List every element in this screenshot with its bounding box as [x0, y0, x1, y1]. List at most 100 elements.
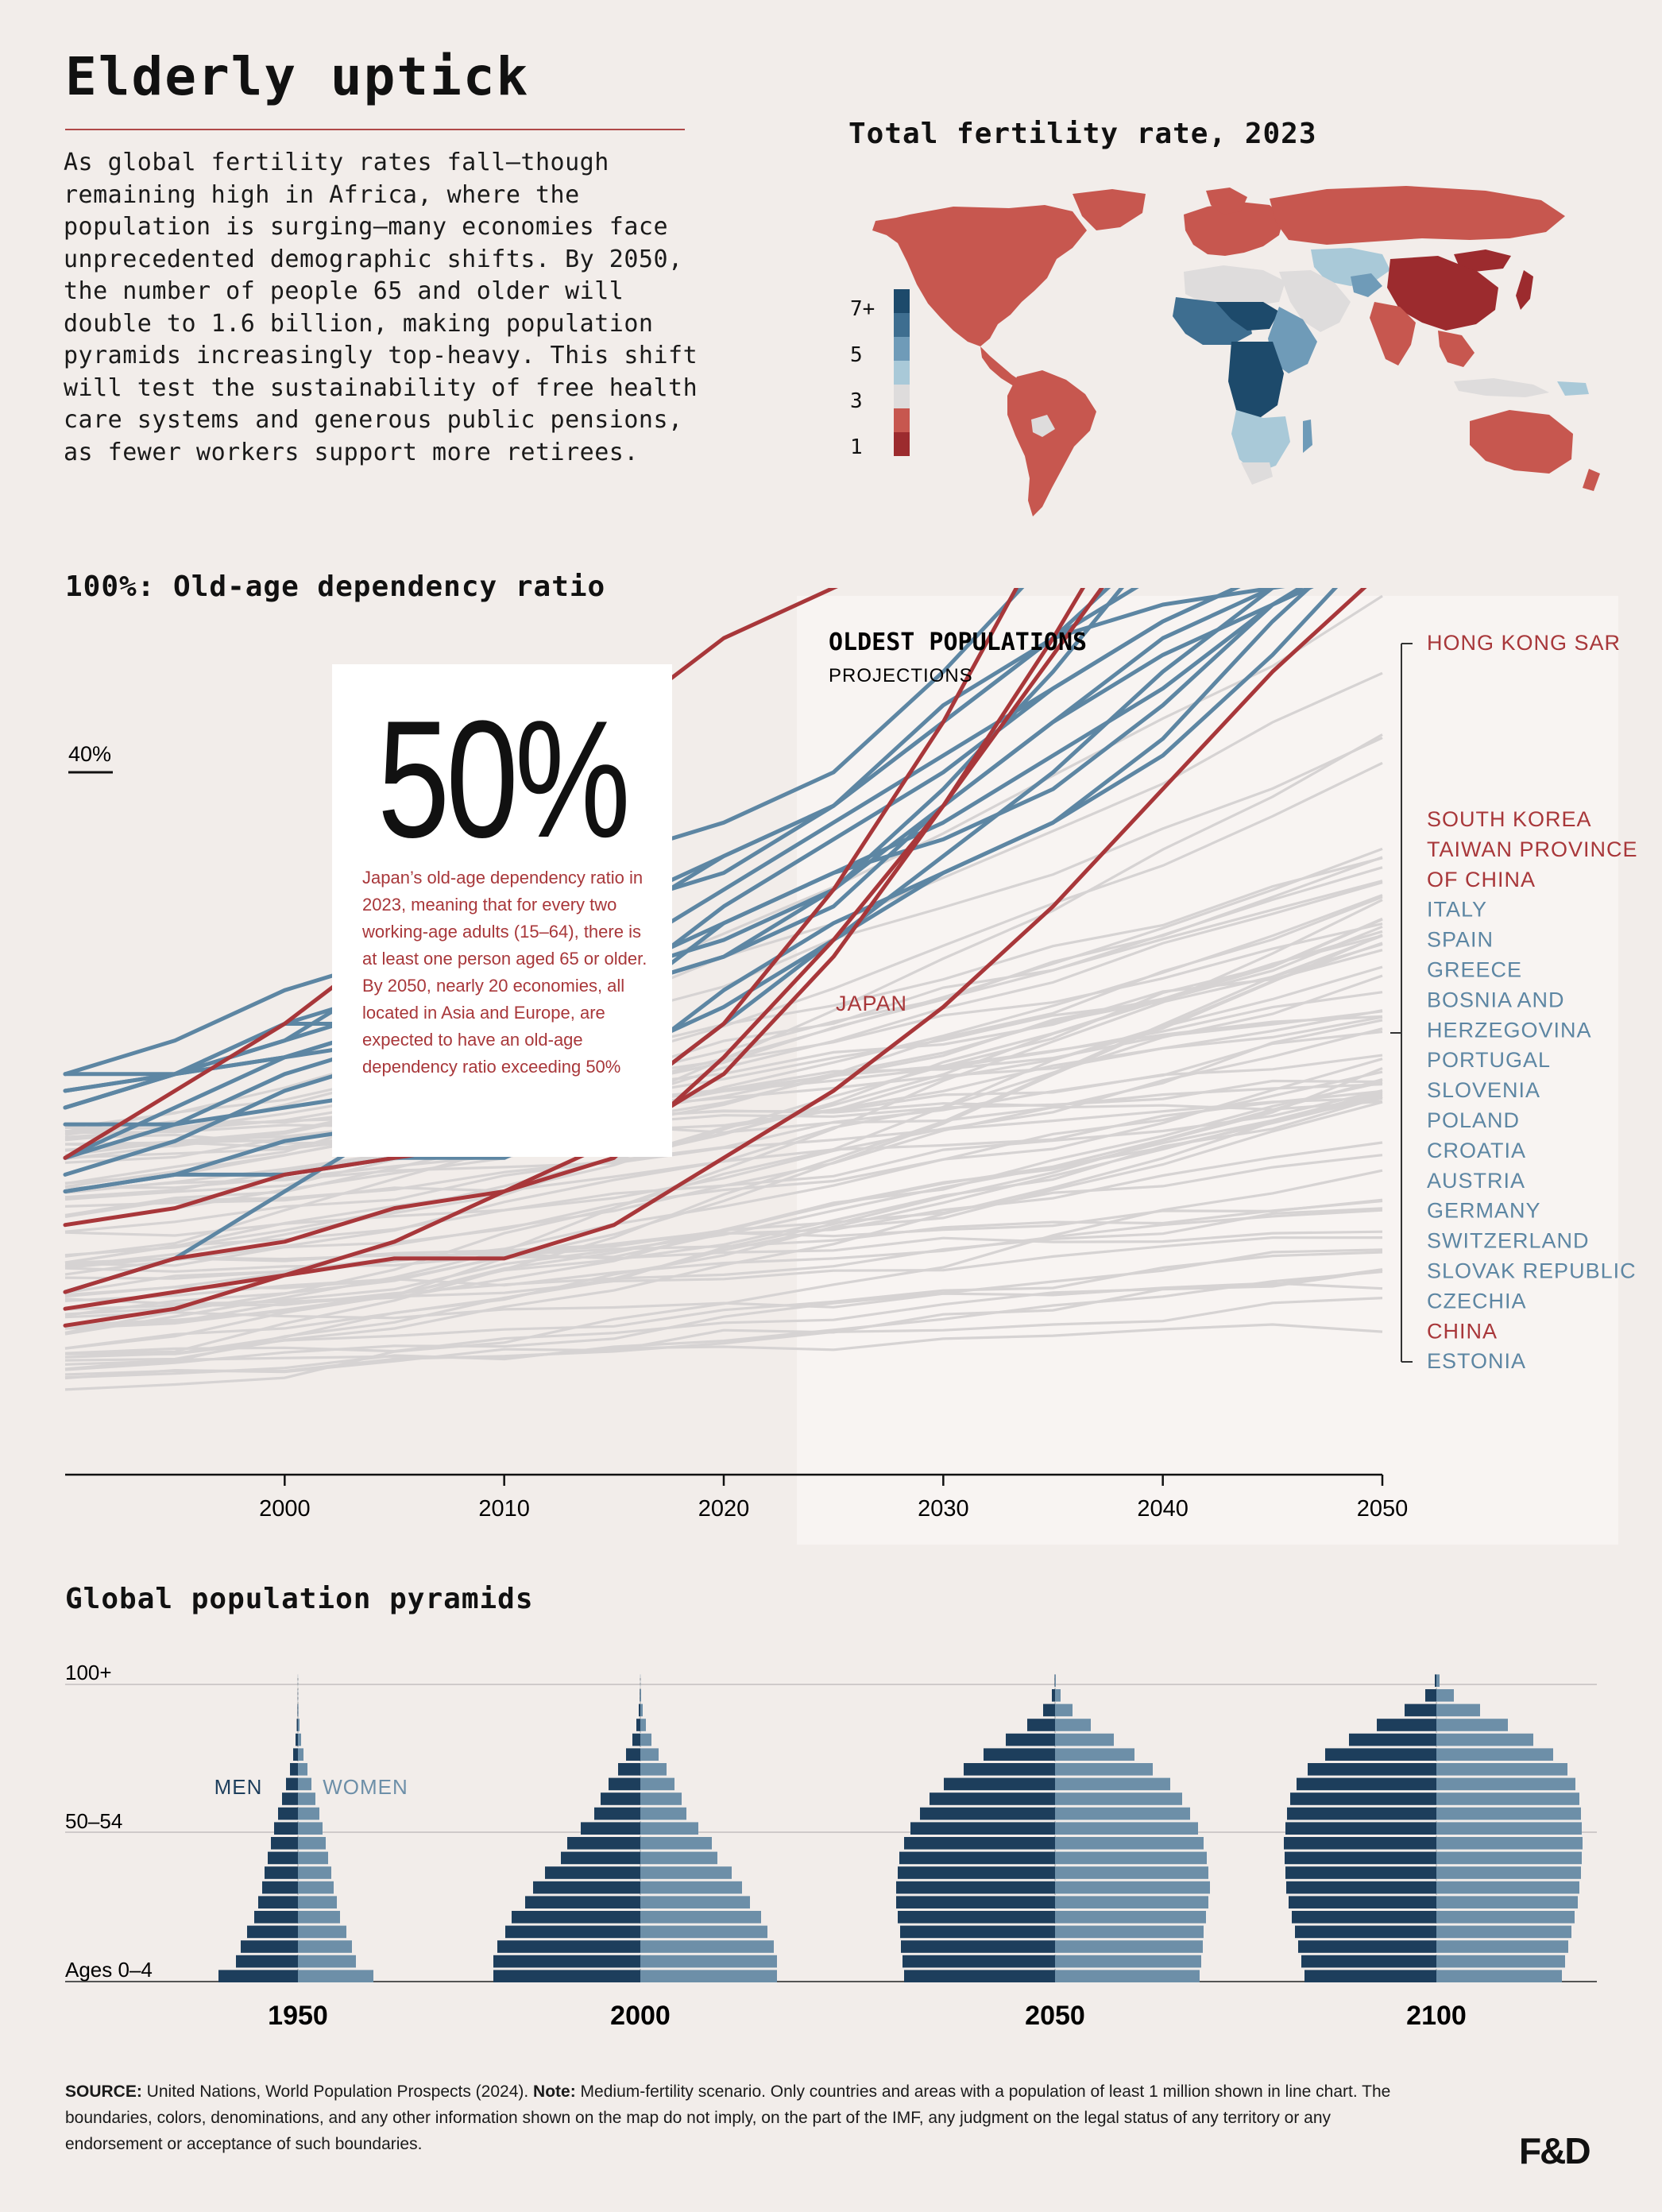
pyramid-bar-women	[1055, 1733, 1114, 1746]
map-papua	[1557, 381, 1589, 396]
pyramid-bar-men	[1295, 1925, 1436, 1939]
japan-callout: 50% Japan’s old-age dependency ratio in …	[332, 664, 672, 1157]
pyramid-bar-men	[904, 1837, 1055, 1850]
pyramid-bar-men	[1027, 1719, 1055, 1731]
pyramid-bar-women	[1055, 1896, 1208, 1908]
pyramid-bar-women	[1436, 1807, 1581, 1820]
pyramid-bar-men	[1043, 1703, 1055, 1717]
series-line-japan	[63, 588, 838, 1160]
pyramid-bar-women	[640, 1940, 774, 1953]
pyramid-age-label: 50–54	[65, 1809, 122, 1833]
series-line-estonia	[63, 588, 1314, 1160]
pyramid-bar-women	[640, 1837, 712, 1850]
map-japan	[1516, 270, 1533, 310]
pyramid-bar-men	[1297, 1777, 1436, 1791]
pyramid-bar-women	[298, 1763, 307, 1776]
pyramid-bar-women	[1055, 1866, 1208, 1879]
pyramid-bar-women	[1055, 1851, 1207, 1865]
pyramid-bar-women	[1436, 1837, 1583, 1850]
pyramid-bar-women	[1436, 1911, 1575, 1924]
map-australia	[1470, 410, 1573, 474]
pyramid-2100: 2100	[1284, 1674, 1583, 2031]
pyramid-bar-women	[298, 1940, 352, 1953]
pyramid-bar-women	[640, 1792, 682, 1805]
pyramid-bar-women	[1436, 1940, 1568, 1953]
pyramid-bar-men	[594, 1807, 640, 1820]
pyramid-bar-women	[298, 1719, 300, 1731]
intro-text: As global fertility rates fall—though re…	[64, 149, 698, 466]
legend-swatch	[894, 408, 910, 432]
pyramid-bar-women	[640, 1777, 674, 1791]
population-pyramids: 100+ 50–54 Ages 0–4 1950 2000 2050 2100 MEN W…	[65, 1661, 1597, 2031]
legend-item: ITALY	[1427, 898, 1487, 922]
map-russia	[1270, 186, 1565, 245]
pyramid-bar-men	[1284, 1837, 1436, 1850]
pyramid-year-label: 1950	[268, 2001, 328, 2031]
source-label: SOURCE:	[65, 2082, 142, 2101]
other-country-line	[64, 1095, 1383, 1330]
pyramid-bar-men	[545, 1866, 640, 1879]
pyramid-bar-men	[561, 1851, 640, 1865]
pyramid-bar-men	[901, 1940, 1055, 1953]
pyramid-bar-men	[512, 1911, 640, 1924]
map-bolivia	[1031, 415, 1055, 437]
other-country-line	[64, 1009, 1383, 1189]
legend-item: GREECE	[1427, 958, 1522, 982]
pyramid-bar-women	[298, 1837, 326, 1850]
other-country-line	[64, 1089, 1383, 1208]
series-line-china	[63, 588, 1367, 1311]
pyramid-bar-women	[1436, 1792, 1579, 1805]
pyramid-bar-women	[1055, 1807, 1190, 1820]
legend-item: SLOVAK REPUBLIC	[1427, 1259, 1637, 1283]
map-north-africa	[1184, 265, 1285, 307]
legend-swatch	[894, 361, 910, 385]
map-southern-africa	[1231, 410, 1290, 474]
pyramid-bar-men	[1377, 1719, 1436, 1731]
legend-swatch	[894, 313, 910, 337]
pyramid-bar-men	[1285, 1822, 1436, 1835]
pyramid-bar-men	[1286, 1881, 1436, 1894]
pyramid-bar-men	[1292, 1911, 1436, 1924]
source-text: United Nations, World Population Prospec…	[141, 2082, 534, 2101]
legend-item: HERZEGOVINA	[1427, 1018, 1592, 1042]
pyramid-bar-men	[1290, 1792, 1436, 1805]
legend-item: SLOVENIA	[1427, 1078, 1540, 1102]
projection-subheading: PROJECTIONS	[829, 665, 973, 686]
map-greenland	[1073, 189, 1146, 230]
pyramid-bar-women	[1055, 1911, 1206, 1924]
page-title: Elderly uptick	[65, 46, 530, 107]
pyramid-bar-women	[640, 1748, 659, 1761]
legend-swatch	[894, 385, 910, 408]
map-scandinavia	[1206, 188, 1247, 215]
other-country-line	[64, 1058, 1383, 1298]
pyramid-bar-women	[1436, 1777, 1575, 1791]
legend-item: HONG KONG SAR	[1427, 631, 1621, 655]
series-line-switzerland	[63, 588, 1314, 1093]
pyramid-bar-men	[254, 1911, 298, 1924]
pyramid-bar-men	[271, 1837, 298, 1850]
pyramid-bar-men	[1308, 1763, 1436, 1776]
pyramid-bar-women	[1436, 1689, 1454, 1702]
legend-item: SPAIN	[1427, 928, 1494, 952]
pyramid-bar-women	[1055, 1822, 1198, 1835]
y-tick-label: 40%	[68, 742, 111, 766]
pyramid-bar-women	[640, 1955, 777, 1968]
pyramid-bar-men	[636, 1719, 640, 1731]
pyramid-bar-women	[1055, 1777, 1170, 1791]
pyramid-bar-men	[533, 1881, 640, 1894]
legend-item: TAIWAN PROVINCE	[1427, 837, 1638, 861]
pyramid-bar-women	[1055, 1837, 1204, 1850]
pyramid-bar-women	[1436, 1925, 1571, 1939]
pyramid-bar-women	[1055, 1689, 1061, 1702]
pyramid-2050: 2050	[896, 1674, 1210, 2031]
fd-logo: F&D	[1519, 2130, 1591, 2171]
pyramid-bar-men	[525, 1896, 640, 1908]
pyramid-bar-women	[640, 1807, 686, 1820]
pyramid-bar-men	[567, 1837, 640, 1850]
pyramid-bar-men	[898, 1911, 1055, 1924]
fertility-map	[872, 186, 1600, 516]
series-line-hong-kong-sar	[63, 588, 1019, 1228]
other-country-line	[64, 856, 1383, 1185]
pyramid-bar-men	[910, 1822, 1055, 1835]
map-indonesia	[1454, 378, 1549, 397]
